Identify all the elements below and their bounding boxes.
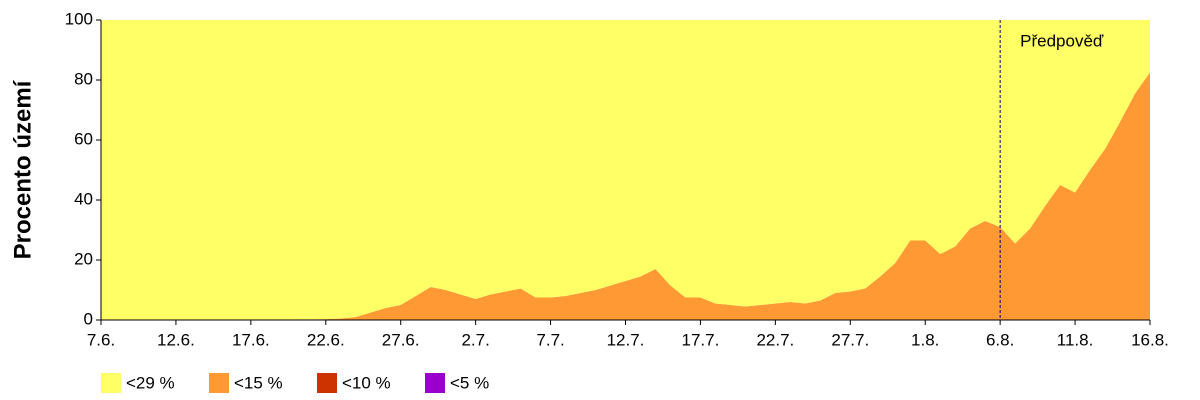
x-tick-label: 17.6. bbox=[232, 330, 270, 349]
x-tick-label: 27.6. bbox=[382, 330, 420, 349]
legend-swatch bbox=[425, 373, 445, 393]
y-tick-label: 80 bbox=[74, 69, 93, 88]
x-tick-label: 16.8. bbox=[1131, 330, 1169, 349]
area bbox=[101, 20, 1150, 320]
x-tick-label: 27.7. bbox=[831, 330, 869, 349]
x-tick-label: 22.7. bbox=[756, 330, 794, 349]
legend-swatch bbox=[209, 373, 229, 393]
y-tick-label: 0 bbox=[84, 309, 93, 328]
x-tick-label: 7.7. bbox=[536, 330, 564, 349]
x-tick-label: 1.8. bbox=[911, 330, 939, 349]
legend-swatch bbox=[101, 373, 121, 393]
x-tick-label: 22.6. bbox=[307, 330, 345, 349]
legend-label: <29 % bbox=[126, 373, 175, 392]
y-axis-label: Procento území bbox=[9, 79, 36, 259]
y-tick-label: 100 bbox=[65, 9, 93, 28]
y-tick-label: 40 bbox=[74, 189, 93, 208]
x-tick-label: 7.6. bbox=[87, 330, 115, 349]
legend-label: <10 % bbox=[342, 373, 391, 392]
x-tick-label: 6.8. bbox=[986, 330, 1014, 349]
y-tick-label: 20 bbox=[74, 249, 93, 268]
y-tick-label: 60 bbox=[74, 129, 93, 148]
x-tick-label: 11.8. bbox=[1057, 330, 1094, 349]
area bbox=[101, 72, 1150, 320]
x-tick-label: 12.6. bbox=[157, 330, 195, 349]
legend-swatch bbox=[317, 373, 337, 393]
legend-label: <5 % bbox=[450, 373, 489, 392]
x-tick-label: 17.7. bbox=[682, 330, 720, 349]
annotation: Předpověď bbox=[1020, 31, 1104, 50]
x-tick-label: 12.7. bbox=[607, 330, 645, 349]
x-tick-label: 2.7. bbox=[461, 330, 489, 349]
legend-label: <15 % bbox=[234, 373, 283, 392]
